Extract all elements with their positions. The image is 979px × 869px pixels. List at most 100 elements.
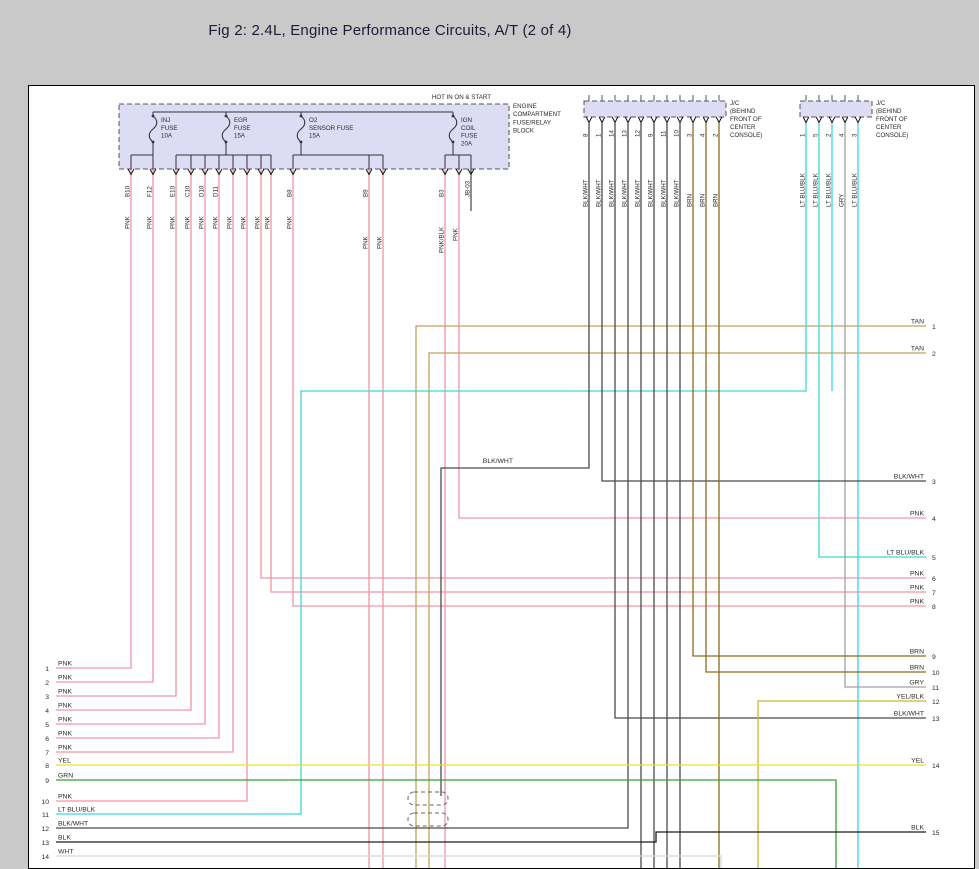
right-terminal-number: 11 — [932, 685, 939, 692]
left-terminal-number: 12 — [41, 826, 49, 833]
wire-color-label: PNK — [227, 215, 234, 229]
jc-pin-number: 9 — [648, 133, 655, 137]
pin-label: B3 — [439, 189, 446, 197]
connector-arrow-icon — [257, 168, 265, 176]
fuse-label: COIL — [461, 125, 476, 132]
junction-connector — [799, 100, 873, 118]
left-terminal-label: PNK — [58, 689, 72, 696]
wire-pnk — [458, 169, 926, 519]
wire-color-label: BLK/WHT — [661, 179, 668, 207]
jc-caption: (BEHIND — [730, 108, 756, 115]
jc-pin-number: 2 — [826, 133, 833, 137]
fuse-label: EGR — [234, 117, 248, 124]
fuse-label: 15A — [309, 133, 321, 140]
pin-label: JB-03 — [465, 180, 472, 197]
wire-color-label: BLK/WHT — [483, 458, 513, 465]
connector-arrow-icon — [624, 116, 632, 124]
right-terminal-number: 5 — [932, 555, 936, 562]
pin-label: B9 — [363, 189, 370, 197]
wire-color-label: BLK/WHT — [622, 179, 629, 207]
left-terminal-label: PNK — [58, 703, 72, 710]
connector-arrow-icon — [637, 116, 645, 124]
wire-color-label: LT BLU/BLK — [852, 172, 859, 207]
connector-arrow-icon — [289, 168, 297, 176]
pin-label: C10 — [185, 185, 192, 197]
jc-pin-number: 12 — [635, 130, 642, 137]
jc-pin-number: 13 — [622, 130, 629, 137]
connector-arrow-icon — [149, 168, 157, 176]
left-terminal-label: GRN — [58, 773, 73, 780]
left-terminal-number: 2 — [45, 680, 49, 687]
fuse-block-caption: ENGINE — [513, 103, 537, 110]
phantom-connector — [407, 812, 449, 827]
wire-color-label: LT BLU/BLK — [800, 172, 807, 207]
wire-color-label: PNK — [363, 235, 370, 249]
connector-arrow-icon — [172, 168, 180, 176]
left-terminal-number: 4 — [45, 708, 49, 715]
wire-blkwht — [614, 123, 926, 719]
fuse-element — [448, 115, 458, 143]
right-terminal-label: BLK/WHT — [894, 711, 924, 718]
wire-pnk — [56, 169, 234, 753]
jc-pin-number: 2 — [713, 133, 720, 137]
fuse-block-caption: FUSE/RELAY — [513, 119, 551, 126]
jc-caption: (BEHIND — [876, 108, 902, 115]
right-terminal-label: YEL — [911, 758, 924, 765]
wire-color-label: BLK/WHT — [609, 179, 616, 207]
wire-pnk — [56, 169, 248, 802]
left-terminal-number: 10 — [41, 799, 49, 806]
connector-arrow-icon — [650, 116, 658, 124]
jc-pin-number: 4 — [839, 133, 846, 137]
fuse-block-caption: COMPARTMENT — [513, 111, 561, 118]
fuse-element — [221, 115, 231, 143]
left-terminal-label: PNK — [58, 661, 72, 668]
left-terminal-label: PNK — [58, 675, 72, 682]
wire-color-label: GRY — [839, 194, 846, 207]
phantom-connector — [407, 791, 449, 806]
left-terminal-number: 8 — [45, 763, 49, 770]
wire-pnk — [260, 169, 926, 579]
connector-arrow-icon — [841, 116, 849, 124]
right-terminal-number: 8 — [932, 604, 936, 611]
connector-arrow-icon — [676, 116, 684, 124]
connector-arrow-icon — [585, 116, 593, 124]
fuse-label: SENSOR FUSE — [309, 125, 353, 132]
wire-color-label: PNK — [265, 215, 272, 229]
right-terminal-number: 4 — [932, 516, 936, 523]
figure-title: Fig 2: 2.4L, Engine Performance Circuits… — [208, 22, 572, 39]
wire-color-label: BLK/WHT — [648, 179, 655, 207]
fuse-label: FUSE — [234, 125, 251, 132]
left-terminal-number: 14 — [41, 854, 49, 861]
connector-arrow-icon — [215, 168, 223, 176]
jc-caption: J/C — [730, 100, 740, 107]
left-terminal-label: YEL — [58, 758, 71, 765]
fuse-label: IGN — [461, 117, 472, 124]
wire-color-label: BRN — [687, 194, 694, 207]
connector-arrow-icon — [229, 168, 237, 176]
left-terminal-number: 3 — [45, 694, 49, 701]
left-terminal-number: 5 — [45, 722, 49, 729]
right-terminal-number: 7 — [932, 590, 936, 597]
wire-color-label: PNK — [185, 215, 192, 229]
jc-caption: CENTER — [876, 124, 902, 131]
wire-pnk — [56, 169, 206, 725]
wire-color-label: PNK — [287, 215, 294, 229]
right-terminal-label: BLK/WHT — [894, 474, 924, 481]
wire-pnk — [56, 169, 192, 711]
wire-color-label: PNK — [170, 215, 177, 229]
jc-caption: FRONT OF — [876, 116, 908, 123]
jc-caption: CENTER — [730, 124, 756, 131]
right-terminal-label: YEL/BLK — [896, 694, 924, 701]
connector-arrow-icon — [127, 168, 135, 176]
wire-grn — [56, 779, 837, 868]
wire-color-label: BRN — [700, 194, 707, 207]
connector-arrow-icon — [187, 168, 195, 176]
fuse-element — [296, 115, 306, 143]
right-terminal-label: PNK — [910, 571, 924, 578]
connector-arrow-icon — [702, 116, 710, 124]
jc-caption: FRONT OF — [730, 116, 762, 123]
right-terminal-label: BLK — [911, 825, 924, 832]
wire-ltblublk — [56, 123, 807, 815]
wire-color-label: PNK — [147, 215, 154, 229]
right-terminal-label: TAN — [911, 319, 924, 326]
